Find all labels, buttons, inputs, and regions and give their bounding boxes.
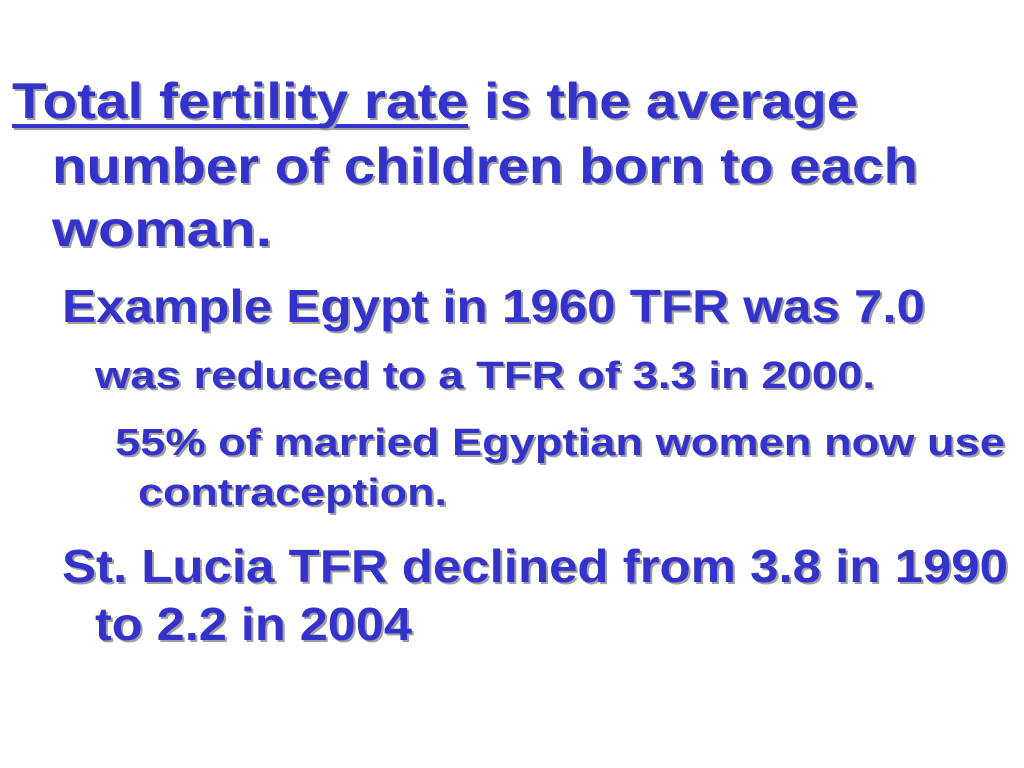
bullet-line-shadow: St. Lucia TFR declined from 3.8 in 1990 (64, 542, 1010, 594)
bullet-line: Example Egypt in 1960 TFR was 7.0 (62, 280, 925, 332)
bullet-line-shadow: was reduced to a TFR of 3.3 in 2000. (96, 357, 877, 399)
bullet-line: St. Lucia TFR declined from 3.8 in 1990 (62, 540, 1008, 592)
definition-line-shadow: is the average (486, 75, 860, 131)
bullet-line-shadow: contraception. (140, 474, 449, 516)
bullet-line-shadow: 55% of married Egyptian women now use (117, 424, 1007, 466)
bullet-line: contraception. (138, 472, 447, 514)
term-shadow: Total fertility rate (14, 75, 470, 131)
definition-line-shadow: number of children born to each (54, 140, 920, 196)
bullet-line-shadow: to 2.2 in 2004 (97, 600, 414, 652)
bullet-line: to 2.2 in 2004 (95, 598, 412, 650)
definition-line: woman. (51, 201, 272, 257)
bullet-line: was reduced to a TFR of 3.3 in 2000. (94, 355, 875, 397)
definition-line: is the average (484, 73, 858, 129)
bullet-line-shadow: Example Egypt in 1960 TFR was 7.0 (64, 282, 927, 334)
bullet-line: 55% of married Egyptian women now use (115, 422, 1005, 464)
definition-line: number of children born to each (52, 138, 918, 194)
definition-line-shadow: woman. (53, 203, 274, 259)
term: Total fertility rate (12, 73, 468, 129)
